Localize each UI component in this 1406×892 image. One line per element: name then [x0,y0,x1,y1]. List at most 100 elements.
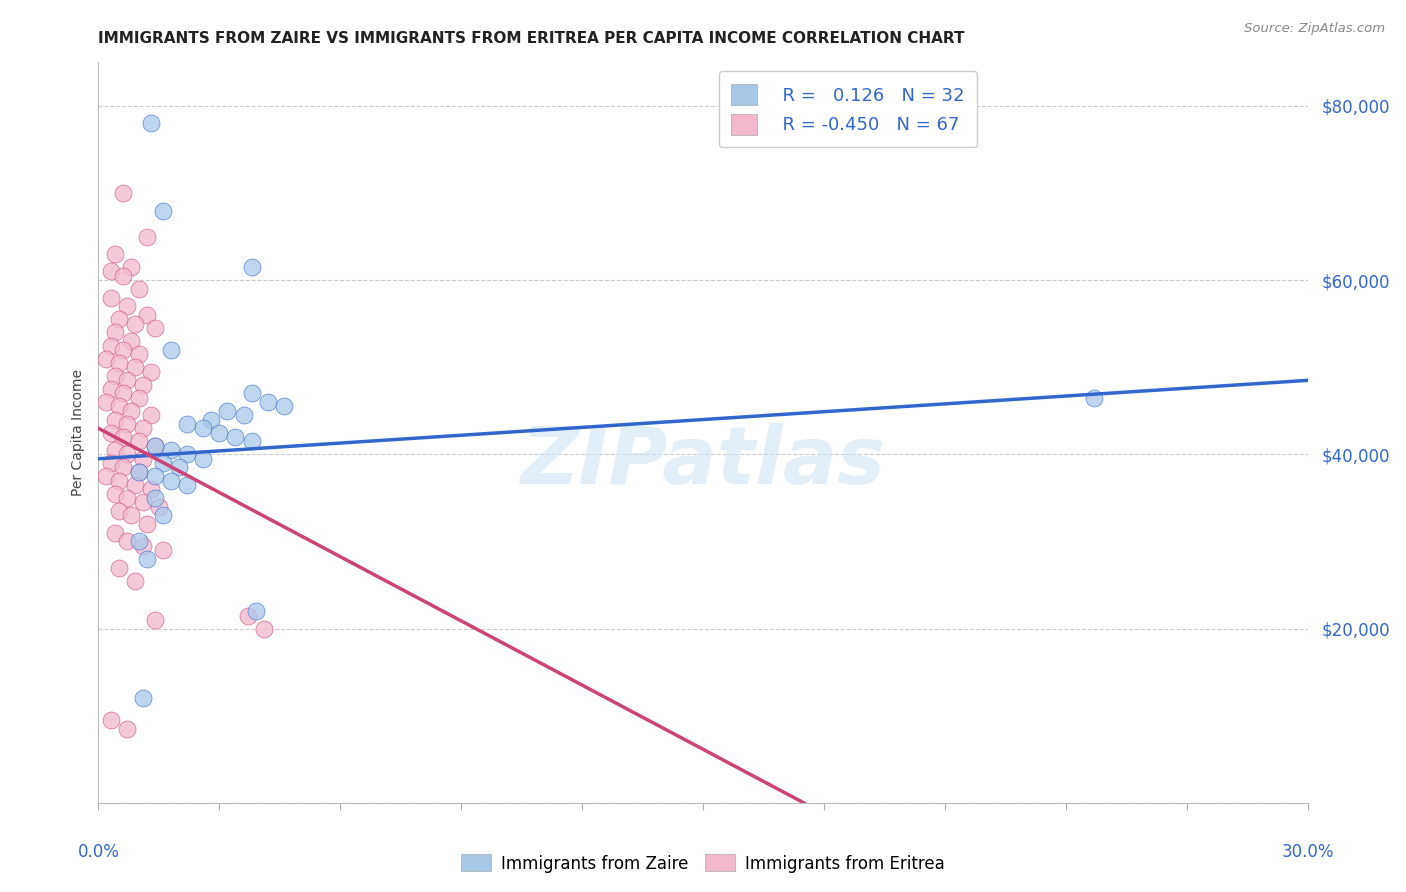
Point [128,391,150,405]
Point [152,508,174,523]
Point [132,377,155,392]
Point [115,534,138,549]
Point [124,574,146,588]
Point [143,469,166,483]
Point [103,443,125,458]
Point [96,395,118,409]
Point [115,417,138,431]
Text: IMMIGRANTS FROM ZAIRE VS IMMIGRANTS FROM ERITREA PER CAPITA INCOME CORRELATION C: IMMIGRANTS FROM ZAIRE VS IMMIGRANTS FROM… [98,31,965,46]
Point [100,291,122,305]
Point [176,447,198,461]
Point [193,451,215,466]
Point [124,478,146,492]
Point [111,460,134,475]
Point [100,456,122,470]
Point [111,268,134,283]
Text: 30.0%: 30.0% [1281,843,1334,861]
Point [107,312,129,326]
Point [240,260,263,274]
Point [135,517,157,532]
Text: 0.0%: 0.0% [77,843,120,861]
Point [193,421,215,435]
Point [100,425,122,440]
Point [103,247,125,261]
Point [120,334,142,348]
Point [139,482,162,496]
Point [143,613,166,627]
Point [128,465,150,479]
Point [107,400,129,414]
Legend:   R =   0.126   N = 32,   R = -0.450   N = 67: R = 0.126 N = 32, R = -0.450 N = 67 [718,71,977,147]
Point [132,539,155,553]
Point [128,534,150,549]
Text: Source: ZipAtlas.com: Source: ZipAtlas.com [1244,22,1385,36]
Point [132,691,155,706]
Point [120,508,142,523]
Point [128,465,150,479]
Point [232,408,254,422]
Point [120,404,142,418]
Point [240,386,263,401]
Point [152,203,174,218]
Point [120,260,142,274]
Point [100,338,122,352]
Point [143,439,166,453]
Point [96,469,118,483]
Point [135,308,157,322]
Point [111,343,134,357]
Point [245,604,267,618]
Point [132,495,155,509]
Point [240,434,263,449]
Point [160,443,183,458]
Point [224,430,246,444]
Point [139,116,162,130]
Point [132,421,155,435]
Point [253,622,276,636]
Point [107,504,129,518]
Point [128,282,150,296]
Point [124,360,146,375]
Point [100,382,122,396]
Point [217,404,239,418]
Text: ZIPatlas: ZIPatlas [520,423,886,501]
Point [143,321,166,335]
Point [148,500,170,514]
Point [103,412,125,426]
Point [132,451,155,466]
Point [160,474,183,488]
Y-axis label: Per Capita Income: Per Capita Income [72,369,86,496]
Point [100,264,122,278]
Point [135,229,157,244]
Legend: Immigrants from Zaire, Immigrants from Eritrea: Immigrants from Zaire, Immigrants from E… [454,847,952,880]
Point [100,713,122,727]
Point [1083,391,1105,405]
Point [135,552,157,566]
Point [103,326,125,340]
Point [128,434,150,449]
Point [111,430,134,444]
Point [111,386,134,401]
Point [139,365,162,379]
Point [124,317,146,331]
Point [160,343,183,357]
Point [103,369,125,384]
Point [107,474,129,488]
Point [115,373,138,387]
Point [273,400,295,414]
Point [176,478,198,492]
Point [256,395,278,409]
Point [128,347,150,361]
Point [103,525,125,540]
Point [167,460,190,475]
Point [143,491,166,505]
Point [115,722,138,736]
Point [111,186,134,200]
Point [236,608,259,623]
Point [143,439,166,453]
Point [152,543,174,558]
Point [139,408,162,422]
Point [115,299,138,313]
Point [115,447,138,461]
Point [152,456,174,470]
Point [103,486,125,500]
